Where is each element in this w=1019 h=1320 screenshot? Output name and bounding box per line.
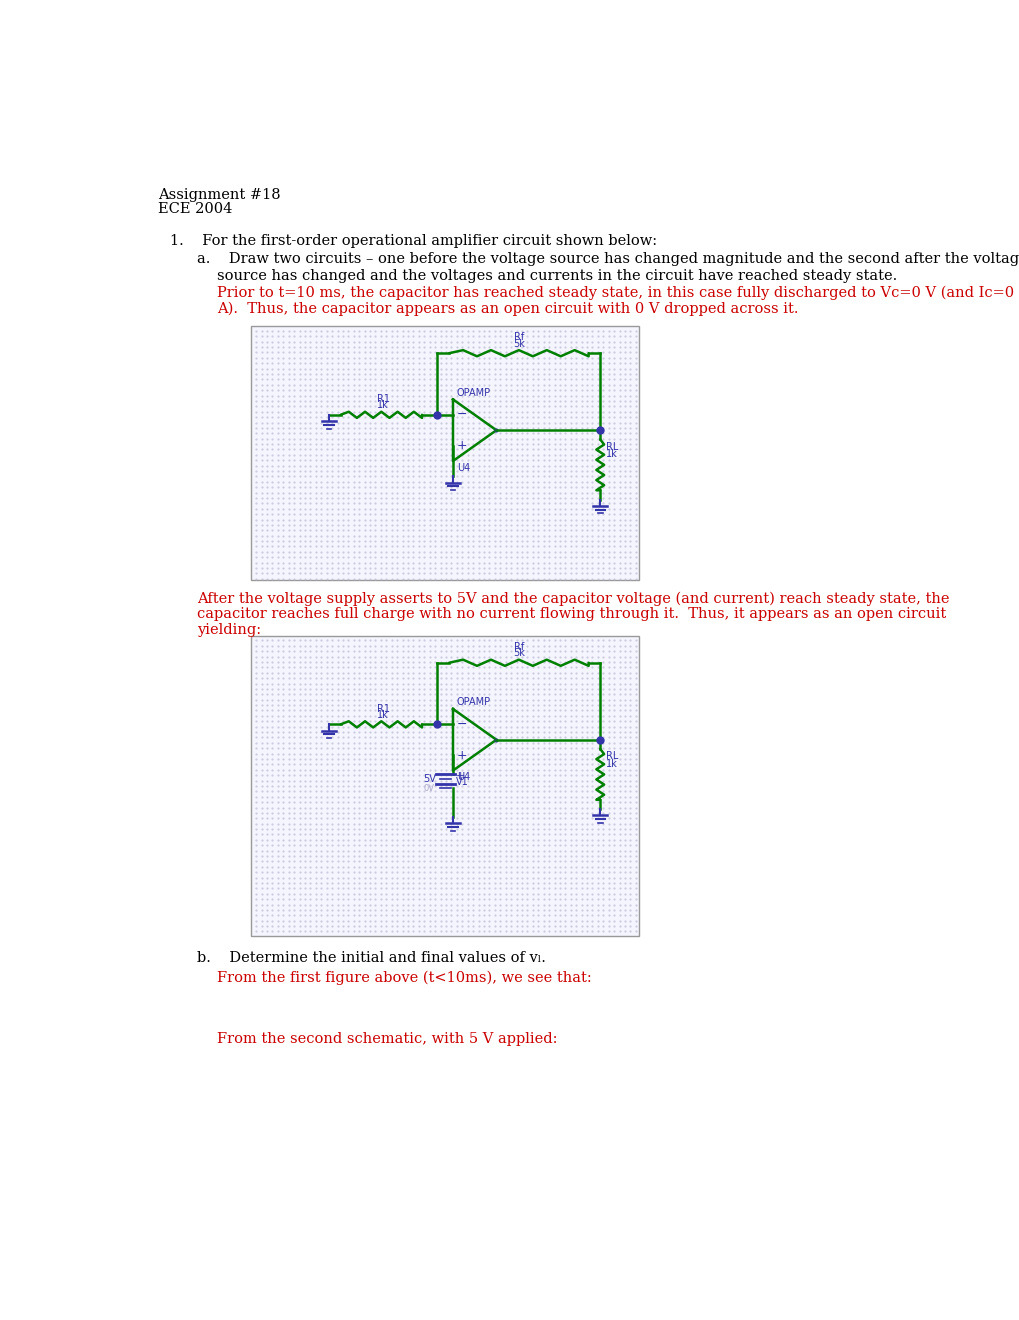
Text: yielding:: yielding:: [197, 623, 261, 638]
Text: After the voltage supply asserts to 5V and the capacitor voltage (and current) r: After the voltage supply asserts to 5V a…: [197, 591, 949, 606]
Text: R1: R1: [376, 704, 389, 714]
Text: U4: U4: [457, 772, 470, 781]
Text: 0V: 0V: [423, 784, 434, 793]
Text: a.    Draw two circuits – one before the voltage source has changed magnitude an: a. Draw two circuits – one before the vo…: [197, 252, 1019, 267]
Text: From the second schematic, with 5 V applied:: From the second schematic, with 5 V appl…: [216, 1032, 556, 1047]
Text: −: −: [457, 718, 467, 731]
FancyBboxPatch shape: [252, 636, 638, 936]
Text: 5k: 5k: [513, 648, 525, 659]
Text: 1k: 1k: [377, 400, 388, 411]
Text: R1: R1: [376, 395, 389, 404]
FancyBboxPatch shape: [252, 326, 638, 581]
Text: V1: V1: [455, 777, 469, 787]
Text: source has changed and the voltages and currents in the circuit have reached ste: source has changed and the voltages and …: [216, 268, 896, 282]
Text: Assignment #18: Assignment #18: [158, 187, 281, 202]
Text: OPAMP: OPAMP: [455, 697, 490, 708]
Text: 1k: 1k: [377, 710, 388, 719]
Text: Prior to t=10 ms, the capacitor has reached steady state, in this case fully dis: Prior to t=10 ms, the capacitor has reac…: [216, 285, 1013, 300]
Text: −: −: [457, 408, 467, 421]
Text: +: +: [457, 748, 467, 762]
Text: b.    Determine the initial and final values of vₗ.: b. Determine the initial and final value…: [197, 952, 545, 965]
Text: 1.    For the first-order operational amplifier circuit shown below:: 1. For the first-order operational ampli…: [170, 234, 656, 248]
Text: U4: U4: [457, 462, 470, 473]
Text: Rf: Rf: [514, 642, 524, 652]
Text: 5k: 5k: [513, 339, 525, 348]
Text: From the first figure above (t<10ms), we see that:: From the first figure above (t<10ms), we…: [216, 970, 591, 985]
Text: OPAMP: OPAMP: [455, 388, 490, 397]
Text: 1k: 1k: [606, 759, 618, 770]
Text: +: +: [455, 771, 465, 781]
Text: RL: RL: [606, 442, 619, 451]
Text: capacitor reaches full charge with no current flowing through it.  Thus, it appe: capacitor reaches full charge with no cu…: [197, 607, 946, 622]
Text: +: +: [457, 440, 467, 453]
Text: ECE 2004: ECE 2004: [158, 202, 232, 216]
Text: A).  Thus, the capacitor appears as an open circuit with 0 V dropped across it.: A). Thus, the capacitor appears as an op…: [216, 302, 797, 315]
Text: RL: RL: [606, 751, 619, 762]
Text: 5V: 5V: [423, 774, 436, 784]
Text: Rf: Rf: [514, 333, 524, 342]
Text: 1k: 1k: [606, 449, 618, 459]
